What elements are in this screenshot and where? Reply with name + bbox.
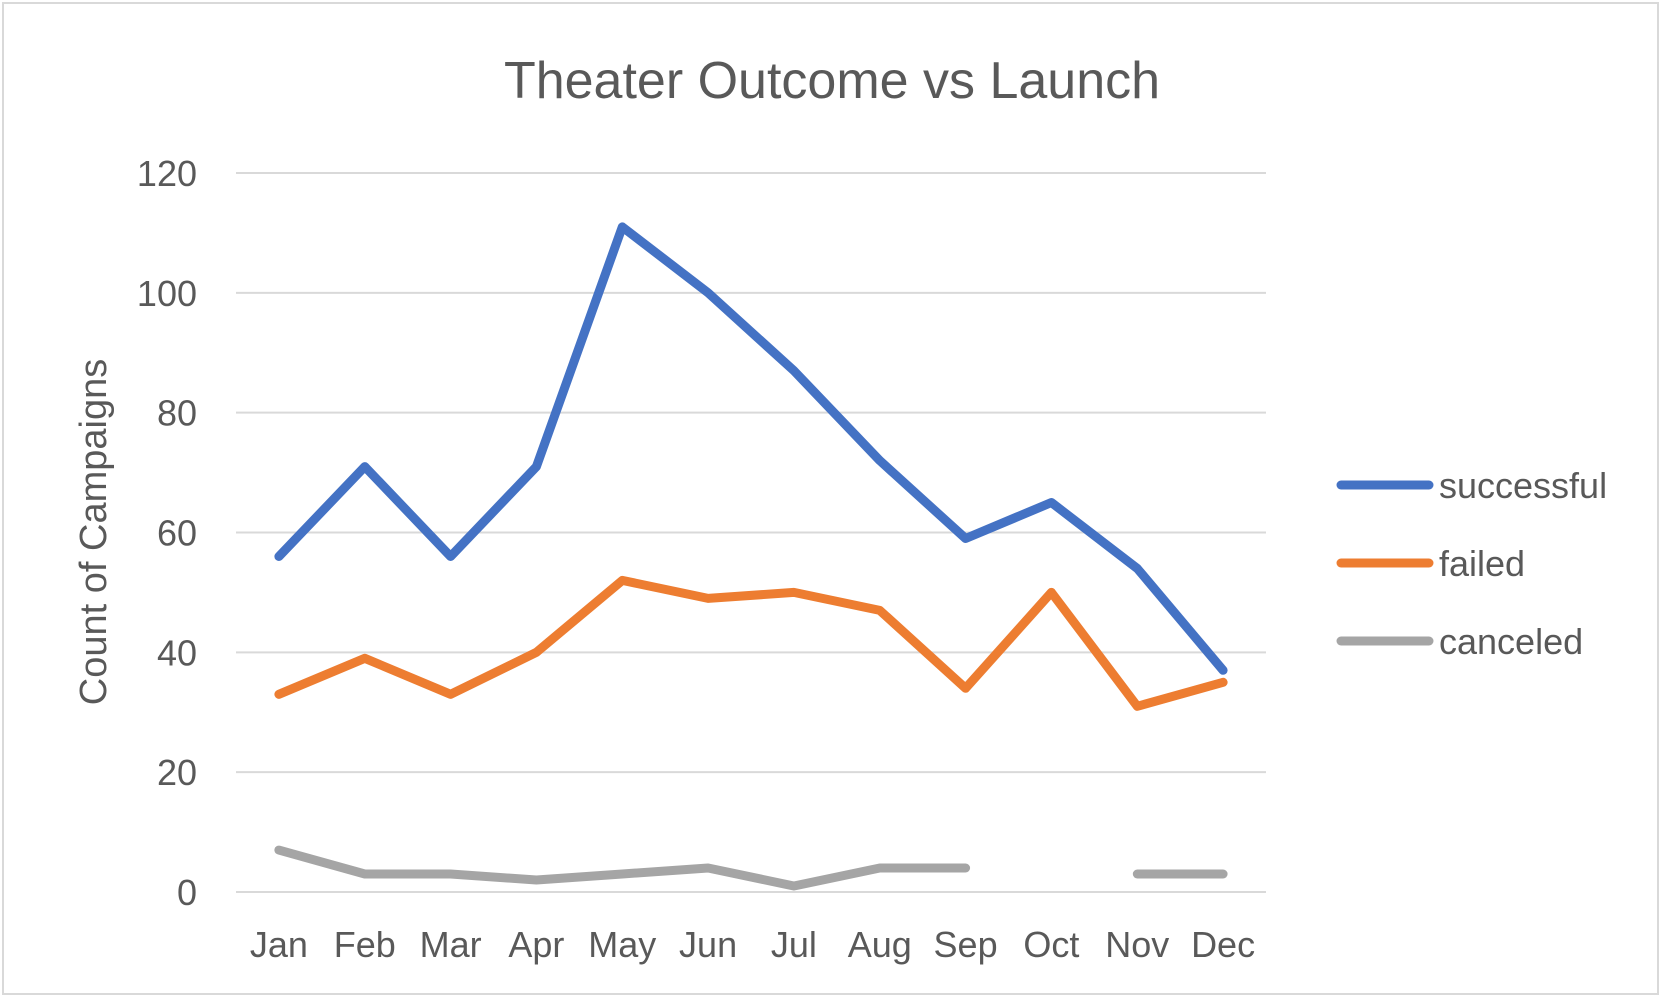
- x-tick-label: Oct: [1023, 924, 1079, 965]
- y-tick-label: 40: [157, 632, 197, 673]
- x-tick-labels: Jan Feb Mar Apr May Jun Jul Aug Sep Oct Nov Dec: [250, 924, 1255, 965]
- legend-label-canceled: canceled: [1439, 621, 1583, 662]
- x-tick-label: Jul: [771, 924, 817, 965]
- chart-title: Theater Outcome vs Launch: [504, 52, 1160, 110]
- line-chart: Theater Outcome vs Launch Count of Campa…: [73, 52, 1607, 965]
- x-tick-label: Jan: [250, 924, 308, 965]
- x-tick-label: Mar: [420, 924, 482, 965]
- x-tick-label: Dec: [1191, 924, 1255, 965]
- x-tick-label: Sep: [934, 924, 998, 965]
- y-tick-label: 100: [137, 273, 197, 314]
- gridlines: [236, 172, 1266, 893]
- y-tick-label: 60: [157, 513, 197, 554]
- x-tick-label: Feb: [334, 924, 396, 965]
- x-tick-label: Jun: [679, 924, 737, 965]
- y-tick-label: 0: [177, 872, 197, 913]
- y-tick-label: 120: [137, 153, 197, 194]
- y-tick-labels: 0 20 40 60 80 100 120: [137, 153, 197, 913]
- x-tick-label: Aug: [848, 924, 912, 965]
- x-tick-label: Apr: [508, 924, 564, 965]
- series-line-successful: [274, 222, 1228, 675]
- legend: successful failed canceled: [1336, 465, 1607, 662]
- y-axis-label: Count of Campaigns: [73, 359, 115, 705]
- series-line-failed: [274, 575, 1228, 711]
- x-tick-label: Nov: [1105, 924, 1169, 965]
- legend-label-failed: failed: [1439, 543, 1525, 584]
- legend-label-successful: successful: [1439, 465, 1607, 506]
- y-tick-label: 20: [157, 752, 197, 793]
- x-tick-label: May: [588, 924, 656, 965]
- series-lines: [274, 222, 1228, 891]
- y-tick-label: 80: [157, 393, 197, 434]
- series-line-canceled: [274, 845, 971, 891]
